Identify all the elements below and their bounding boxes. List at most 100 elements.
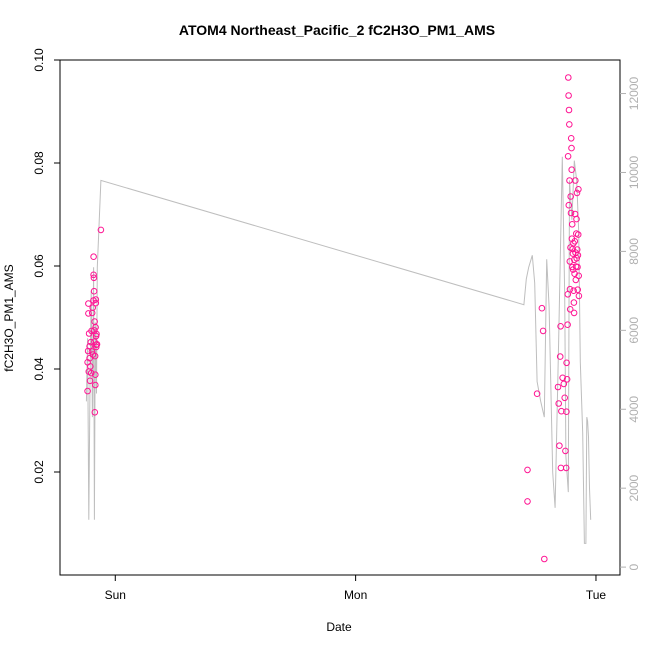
data-point (575, 186, 582, 193)
data-point (90, 287, 98, 295)
data-point (563, 376, 571, 383)
data-point (541, 555, 548, 563)
data-point (564, 321, 571, 329)
data-point (567, 209, 575, 217)
data-point (568, 144, 575, 152)
data-point (565, 92, 572, 99)
data-point (556, 442, 563, 450)
data-point (568, 166, 576, 173)
data-point (559, 374, 566, 382)
series-points (84, 74, 583, 563)
chart-title: ATOM4 Northeast_Pacific_2 fC2H3O_PM1_AMS (179, 22, 495, 38)
data-point (574, 286, 582, 294)
y-axis: 0.02 0.04 0.06 0.08 0.10 (32, 48, 60, 484)
x-tick-label: Tue (586, 588, 607, 602)
data-point (557, 464, 565, 472)
data-point (569, 263, 576, 271)
data-point (533, 390, 541, 398)
y2-axis: 0 2000 4000 6000 8000 10000 12000 (620, 77, 641, 570)
data-point (85, 310, 92, 317)
data-point (91, 409, 99, 416)
data-point (86, 354, 93, 362)
data-point (570, 299, 578, 306)
x-axis: Sun Mon Tue (105, 575, 607, 602)
data-point (575, 272, 583, 280)
y-axis-label: fC2H3O_PM1_AMS (2, 264, 16, 371)
data-point (574, 231, 582, 238)
data-point (563, 359, 570, 367)
data-point (97, 226, 105, 234)
y-tick-label: 0.08 (32, 151, 46, 175)
data-point (88, 327, 95, 335)
x-tick-label: Sun (105, 588, 126, 602)
data-point (563, 408, 570, 416)
data-point (574, 251, 582, 259)
data-point (90, 253, 97, 261)
data-point (562, 464, 570, 472)
data-point (566, 306, 574, 313)
data-point (85, 300, 92, 307)
y2-tick-label: 12000 (627, 77, 641, 111)
y2-tick-label: 6000 (627, 317, 641, 344)
data-point (572, 177, 579, 184)
data-point (571, 238, 579, 245)
data-point (574, 263, 581, 271)
plot-frame (59, 59, 621, 576)
data-point (87, 369, 95, 377)
data-point (93, 341, 101, 348)
data-point (92, 371, 99, 379)
data-point (556, 353, 564, 360)
data-point (568, 221, 576, 228)
data-point (84, 387, 91, 395)
x-tick-label: Mon (344, 588, 367, 602)
y-tick-label: 0.02 (32, 460, 46, 484)
data-point (86, 343, 93, 350)
data-point (92, 324, 99, 331)
data-point (92, 299, 100, 307)
data-point (91, 352, 99, 360)
y-tick-label: 0.06 (32, 254, 46, 278)
y-tick-label: 0.04 (32, 357, 46, 381)
data-point (90, 274, 98, 282)
data-point (565, 106, 573, 114)
data-point (554, 383, 562, 391)
data-point (566, 258, 574, 265)
data-point (539, 327, 547, 335)
data-point (92, 296, 100, 303)
data-point (573, 254, 581, 262)
y2-tick-label: 10000 (627, 155, 641, 189)
data-point (524, 498, 531, 505)
data-point (93, 343, 100, 351)
data-point (557, 323, 564, 330)
data-point (573, 215, 580, 223)
data-point (575, 292, 583, 300)
data-point (555, 400, 563, 407)
data-point (89, 304, 96, 312)
data-point (90, 271, 97, 279)
data-point (524, 466, 531, 474)
data-point (538, 304, 546, 312)
y2-tick-label: 2000 (627, 475, 641, 502)
data-point (566, 285, 574, 293)
data-point (84, 347, 92, 355)
data-point (567, 135, 575, 142)
series-line (85, 156, 592, 544)
data-point (93, 330, 100, 338)
y2-tick-label: 4000 (627, 396, 641, 423)
data-point (573, 189, 581, 197)
data-point (561, 394, 569, 402)
y2-tick-label: 8000 (627, 238, 641, 265)
y2-tick-label: 0 (627, 563, 641, 570)
data-point (566, 121, 573, 128)
data-point (558, 407, 565, 415)
data-point (570, 309, 578, 317)
data-point (567, 193, 575, 200)
data-point (564, 153, 572, 160)
data-point (88, 348, 96, 355)
y-tick-label: 0.10 (32, 48, 46, 72)
data-point (87, 338, 95, 346)
data-point (565, 201, 573, 209)
data-point (565, 74, 572, 81)
data-point (562, 447, 569, 455)
